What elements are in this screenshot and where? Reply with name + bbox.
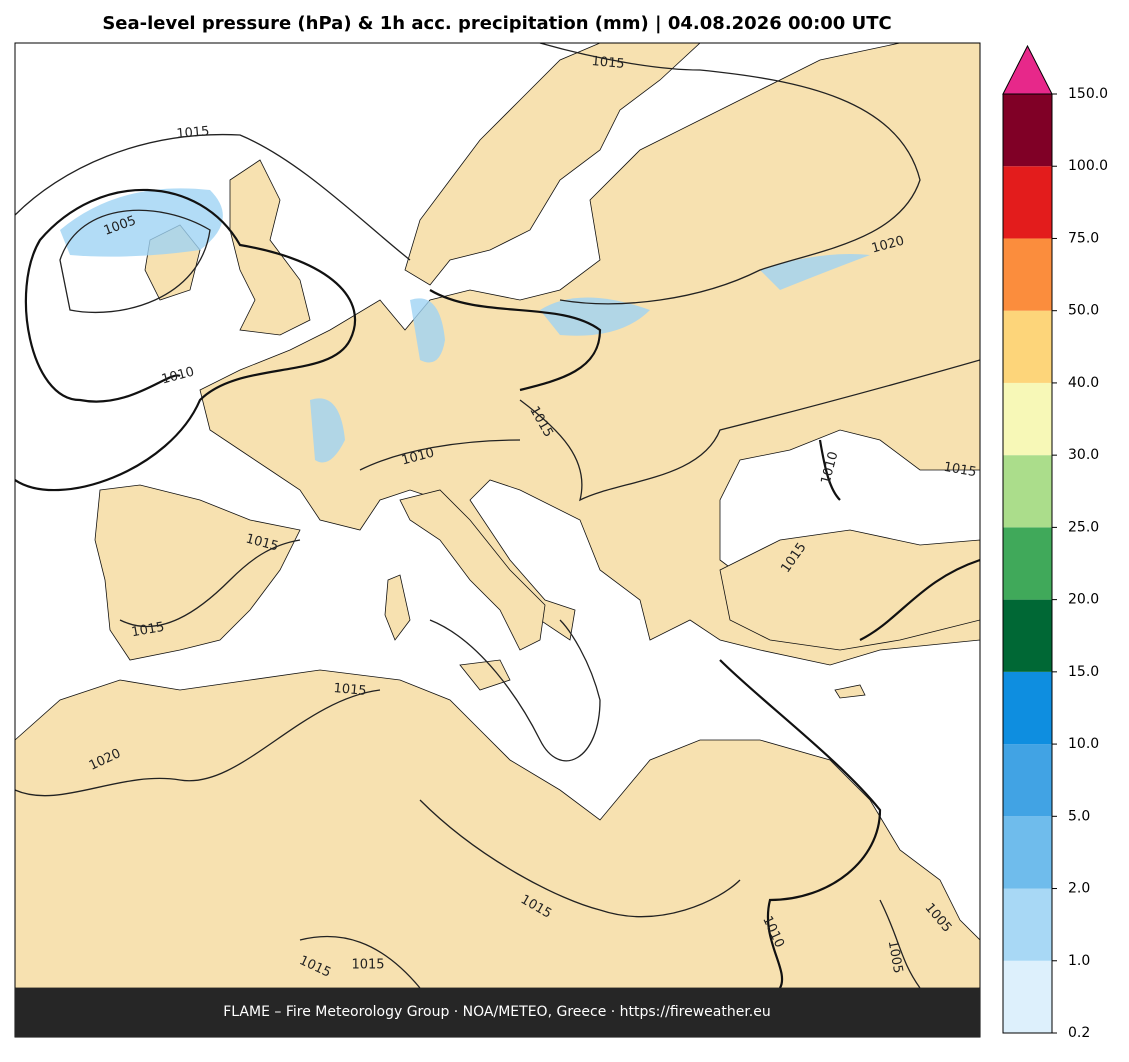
colorbar-segment xyxy=(1003,527,1052,600)
contour-label: 1015 xyxy=(130,620,165,641)
colorbar-tick-label: 10.0 xyxy=(1068,736,1099,752)
contour-label: 1015 xyxy=(591,54,625,72)
title: Sea-level pressure (hPa) & 1h acc. preci… xyxy=(102,13,891,34)
footer-bar xyxy=(15,988,980,1037)
colorbar-segment xyxy=(1003,960,1052,1033)
colorbar-segment xyxy=(1003,94,1052,167)
contour-label: 1015 xyxy=(333,681,367,699)
colorbar-tick-label: 25.0 xyxy=(1068,519,1099,535)
colorbar-tick-label: 50.0 xyxy=(1068,303,1099,319)
colorbar-extend xyxy=(1002,44,1053,95)
map xyxy=(15,43,980,1037)
contour-label: 1015 xyxy=(942,460,977,481)
colorbar-tick-label: 5.0 xyxy=(1068,808,1090,824)
colorbar-tick-label: 150.0 xyxy=(1068,86,1108,102)
colorbar-segment xyxy=(1003,455,1052,528)
colorbar-segment xyxy=(1003,238,1052,311)
colorbar-tick-label: 75.0 xyxy=(1068,230,1099,246)
colorbar-frame xyxy=(1002,93,1053,1034)
contour-label: 1015 xyxy=(176,124,210,142)
colorbar-tick-label: 40.0 xyxy=(1068,375,1099,391)
colorbar-segment xyxy=(1003,888,1052,961)
contour-label: 1015 xyxy=(351,958,384,973)
colorbar-segment xyxy=(1003,816,1052,889)
colorbar-tick-label: 15.0 xyxy=(1068,664,1099,680)
colorbar-segment xyxy=(1003,310,1052,383)
footer-text: FLAME – Fire Meteorology Group · NOA/MET… xyxy=(223,1004,771,1020)
colorbar-tick-label: 2.0 xyxy=(1068,881,1090,897)
colorbar-segment xyxy=(1003,166,1052,239)
colorbar-tick-label: 100.0 xyxy=(1068,158,1108,174)
colorbar: 0.2 1.0 2.0 5.0 10.0 15.0 20.0 25.0 30.0 40.0 50.0… xyxy=(1002,44,1108,1041)
contour-label: 1005 xyxy=(885,939,906,974)
colorbar-segment xyxy=(1003,382,1052,456)
colorbar-tick-label: 1.0 xyxy=(1068,953,1090,969)
colorbar-tick-label: 20.0 xyxy=(1068,592,1099,608)
colorbar-segment xyxy=(1003,671,1052,745)
colorbar-segment xyxy=(1003,744,1052,817)
colorbar-tick-label: 0.2 xyxy=(1068,1025,1090,1041)
colorbar-segment xyxy=(1003,599,1052,672)
colorbar-tick-label: 30.0 xyxy=(1068,447,1099,463)
